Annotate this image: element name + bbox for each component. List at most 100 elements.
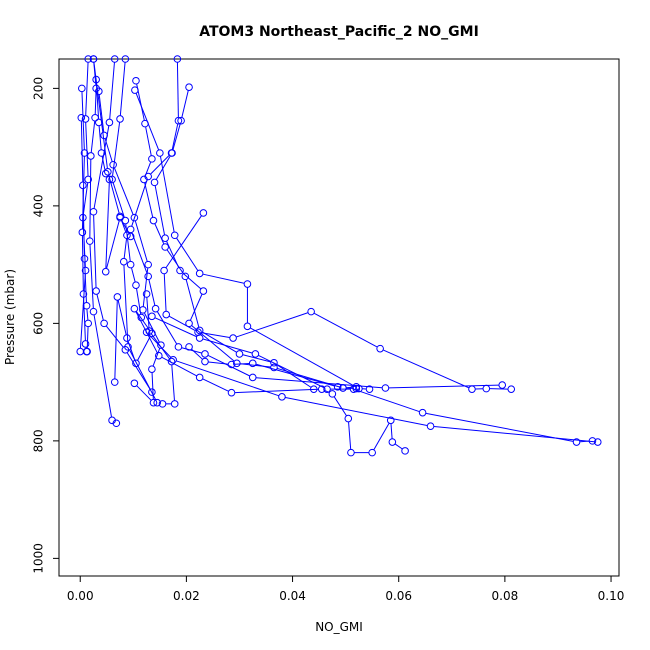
series-line-segment [234, 388, 319, 394]
series-line-segment [165, 215, 202, 268]
series-line-segment [135, 311, 151, 331]
series-14 [110, 293, 409, 457]
data-point [158, 400, 167, 408]
data-point [100, 319, 108, 328]
series-line-segment [98, 125, 102, 150]
data-point [132, 359, 140, 368]
series-line-segment [390, 423, 393, 439]
data-point [498, 381, 507, 389]
data-point [173, 55, 182, 63]
y-tick-label: 400 [32, 194, 46, 217]
data-point [376, 344, 384, 353]
series-line-segment [191, 325, 235, 362]
data-point [105, 118, 114, 127]
data-point [104, 168, 112, 176]
series-6 [89, 55, 156, 396]
series-line-segment [86, 326, 89, 349]
series-line-segment [181, 347, 202, 354]
series-line-segment [131, 267, 136, 282]
data-point [139, 306, 147, 314]
data-point [229, 334, 237, 342]
series-line-segment [105, 182, 110, 269]
data-point [81, 340, 90, 348]
data-point [154, 351, 163, 360]
series-line-segment [242, 354, 271, 363]
data-point [89, 55, 98, 63]
data-point [131, 86, 139, 94]
x-tick-label: 0.04 [279, 589, 306, 603]
series-line-segment [425, 412, 574, 442]
series-line-segment [108, 175, 120, 214]
data-point [195, 269, 204, 278]
series-line-segment [202, 273, 245, 284]
series-line-segment [202, 378, 229, 392]
data-point [344, 414, 353, 423]
series-line-segment [127, 341, 136, 361]
data-point [101, 267, 110, 276]
data-point [201, 350, 209, 358]
data-point [113, 293, 122, 301]
data-point [199, 287, 208, 295]
data-point [83, 347, 91, 356]
series-line-segment [256, 377, 382, 389]
data-point [162, 310, 171, 319]
data-point [80, 149, 89, 157]
series-line-segment [94, 91, 97, 115]
series-line-segment [148, 334, 172, 358]
data-point [177, 116, 185, 125]
series-line-segment [81, 235, 84, 291]
data-point [572, 438, 581, 446]
data-point [144, 172, 152, 181]
data-point [84, 55, 92, 63]
x-axis: 0.00 0.02 0.04 0.06 0.08 0.10 [67, 575, 624, 603]
data-point [195, 334, 204, 342]
data-point [144, 260, 152, 269]
data-point [110, 55, 119, 63]
series-line-segment [163, 273, 167, 312]
series-line-segment [146, 297, 150, 328]
series-3 [77, 113, 92, 356]
data-point [137, 313, 146, 322]
data-point [251, 350, 260, 358]
series-line-segment [388, 384, 499, 389]
series-line-segment [85, 62, 89, 116]
data-point [149, 398, 158, 407]
data-point [148, 155, 156, 163]
data-point [388, 438, 397, 446]
series-line-segment [105, 325, 124, 348]
data-point [365, 385, 374, 393]
data-point [79, 181, 87, 190]
series-line-segment [176, 360, 279, 397]
series-line-segment [185, 279, 200, 328]
series-line-segment [96, 294, 104, 321]
data-point [170, 231, 179, 240]
series-line-segment [142, 268, 149, 307]
data-point [347, 448, 355, 457]
series-line-segment [208, 361, 229, 365]
data-point [112, 419, 121, 428]
x-tick-label: 0.00 [67, 589, 94, 603]
series-line-segment [255, 363, 335, 387]
series-line-segment [90, 121, 96, 153]
data-point [181, 272, 190, 281]
data-point [270, 358, 278, 367]
series-line-segment [276, 364, 312, 388]
series-line-segment [159, 156, 175, 232]
series-line-segment [152, 348, 161, 367]
data-point [148, 388, 156, 396]
series-line-segment [144, 182, 154, 218]
series-line-segment [313, 312, 378, 348]
data-point [167, 149, 176, 157]
series-line-segment [356, 389, 420, 413]
data-point [248, 373, 257, 382]
series-line-segment [120, 219, 127, 233]
y-tick-label: 600 [32, 312, 46, 335]
data-point [174, 116, 183, 125]
series-line-segment [98, 94, 105, 132]
data-point [142, 290, 151, 298]
series-line-segment [85, 122, 89, 176]
data-point [167, 357, 176, 366]
data-point [507, 385, 516, 393]
series-line-segment [176, 237, 199, 271]
